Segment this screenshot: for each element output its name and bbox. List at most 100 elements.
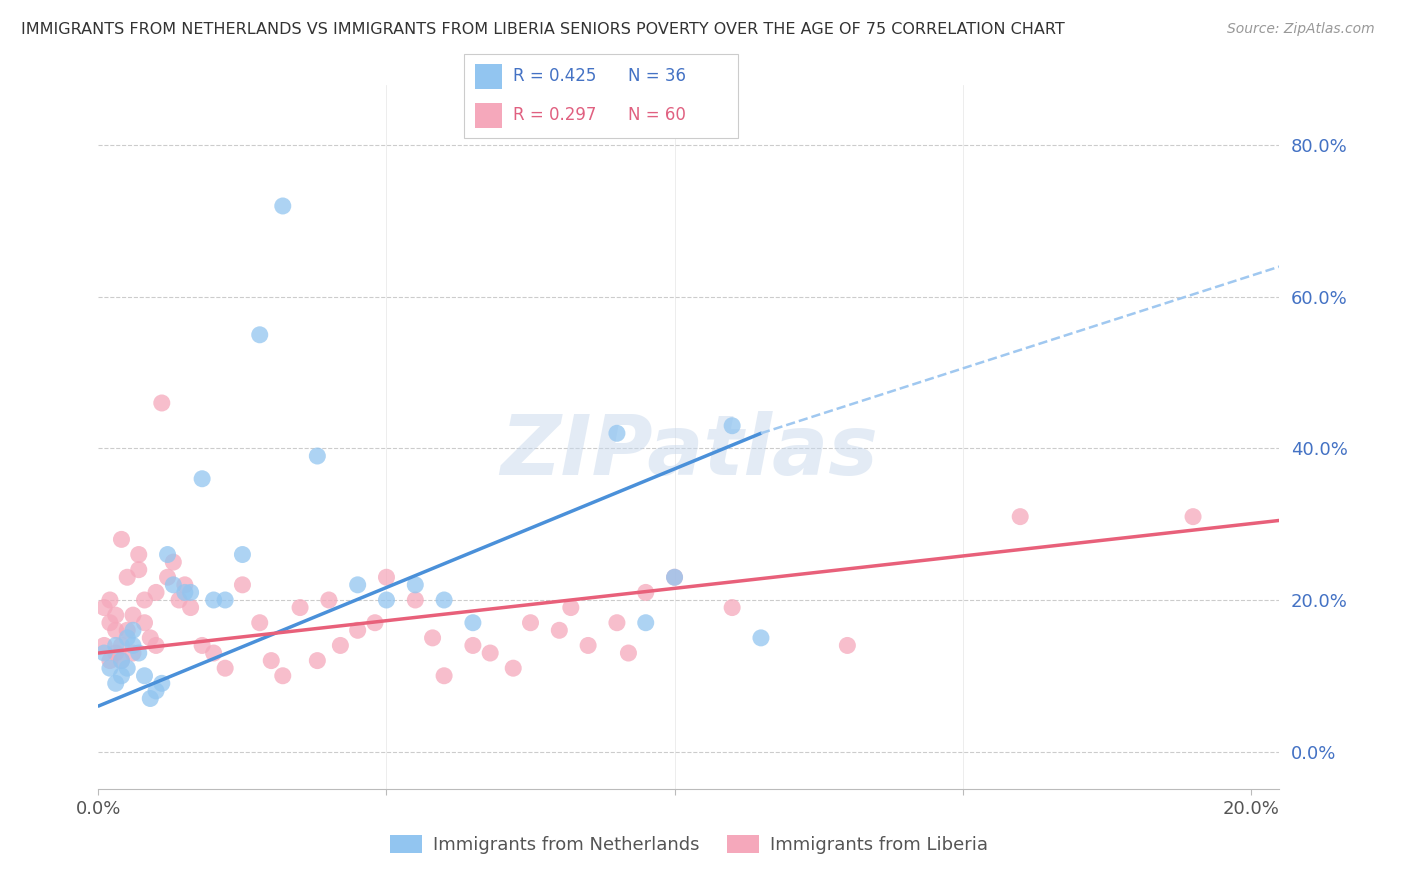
Point	[122, 624, 145, 638]
Point	[93, 646, 115, 660]
Text: Source: ZipAtlas.com: Source: ZipAtlas.com	[1227, 22, 1375, 37]
Point	[1010, 509, 1032, 524]
Point	[162, 555, 184, 569]
Point	[664, 570, 686, 584]
Point	[98, 615, 121, 630]
Point	[271, 669, 294, 683]
Point	[307, 449, 329, 463]
Point	[104, 624, 127, 638]
Point	[519, 615, 541, 630]
Point	[433, 593, 456, 607]
Point	[115, 661, 138, 675]
Point	[606, 426, 628, 441]
Point	[104, 646, 127, 660]
Point	[122, 646, 145, 660]
Point	[98, 593, 121, 607]
Point	[231, 578, 253, 592]
Point	[202, 593, 225, 607]
Point	[214, 661, 236, 675]
Point	[318, 593, 340, 607]
FancyBboxPatch shape	[475, 103, 502, 128]
Point	[606, 615, 628, 630]
Point	[104, 639, 127, 653]
Point	[156, 570, 179, 584]
Point	[104, 676, 127, 690]
Point	[502, 661, 524, 675]
Point	[93, 600, 115, 615]
Point	[173, 578, 195, 592]
Text: N = 60: N = 60	[628, 106, 686, 124]
FancyBboxPatch shape	[464, 54, 738, 138]
Point	[404, 578, 426, 592]
Point	[139, 691, 162, 706]
Point	[346, 578, 368, 592]
Point	[162, 578, 184, 592]
Point	[307, 654, 329, 668]
Point	[422, 631, 444, 645]
Point	[249, 327, 271, 342]
Point	[167, 593, 190, 607]
Point	[260, 654, 283, 668]
Point	[110, 639, 132, 653]
Point	[173, 585, 195, 599]
Text: R = 0.297: R = 0.297	[513, 106, 596, 124]
Point	[134, 593, 156, 607]
Point	[560, 600, 582, 615]
Text: IMMIGRANTS FROM NETHERLANDS VS IMMIGRANTS FROM LIBERIA SENIORS POVERTY OVER THE : IMMIGRANTS FROM NETHERLANDS VS IMMIGRANT…	[21, 22, 1064, 37]
Point	[122, 639, 145, 653]
Point	[191, 472, 214, 486]
Point	[288, 600, 311, 615]
Point	[180, 585, 202, 599]
FancyBboxPatch shape	[475, 63, 502, 89]
Point	[93, 639, 115, 653]
Point	[404, 593, 426, 607]
Point	[145, 684, 167, 698]
Point	[837, 639, 859, 653]
Point	[110, 654, 132, 668]
Point	[128, 548, 150, 562]
Point	[110, 533, 132, 547]
Point	[364, 615, 387, 630]
Point	[128, 646, 150, 660]
Point	[110, 654, 132, 668]
Point	[110, 669, 132, 683]
Point	[375, 593, 398, 607]
Point	[139, 631, 162, 645]
Point	[271, 199, 294, 213]
Point	[749, 631, 772, 645]
Point	[214, 593, 236, 607]
Point	[461, 615, 484, 630]
Point	[634, 615, 657, 630]
Point	[721, 600, 744, 615]
Point	[329, 639, 352, 653]
Point	[115, 570, 138, 584]
Point	[134, 669, 156, 683]
Point	[548, 624, 571, 638]
Point	[634, 585, 657, 599]
Point	[664, 570, 686, 584]
Point	[249, 615, 271, 630]
Point	[433, 669, 456, 683]
Legend: Immigrants from Netherlands, Immigrants from Liberia: Immigrants from Netherlands, Immigrants …	[382, 828, 995, 862]
Point	[202, 646, 225, 660]
Point	[479, 646, 502, 660]
Point	[617, 646, 640, 660]
Point	[150, 676, 173, 690]
Point	[346, 624, 368, 638]
Point	[98, 654, 121, 668]
Point	[145, 585, 167, 599]
Point	[150, 396, 173, 410]
Point	[115, 624, 138, 638]
Text: N = 36: N = 36	[628, 68, 686, 86]
Point	[231, 548, 253, 562]
Point	[576, 639, 599, 653]
Point	[156, 548, 179, 562]
Point	[1182, 509, 1205, 524]
Text: ZIPatlas: ZIPatlas	[501, 410, 877, 491]
Point	[145, 639, 167, 653]
Point	[191, 639, 214, 653]
Point	[180, 600, 202, 615]
Point	[104, 608, 127, 623]
Text: R = 0.425: R = 0.425	[513, 68, 596, 86]
Point	[98, 661, 121, 675]
